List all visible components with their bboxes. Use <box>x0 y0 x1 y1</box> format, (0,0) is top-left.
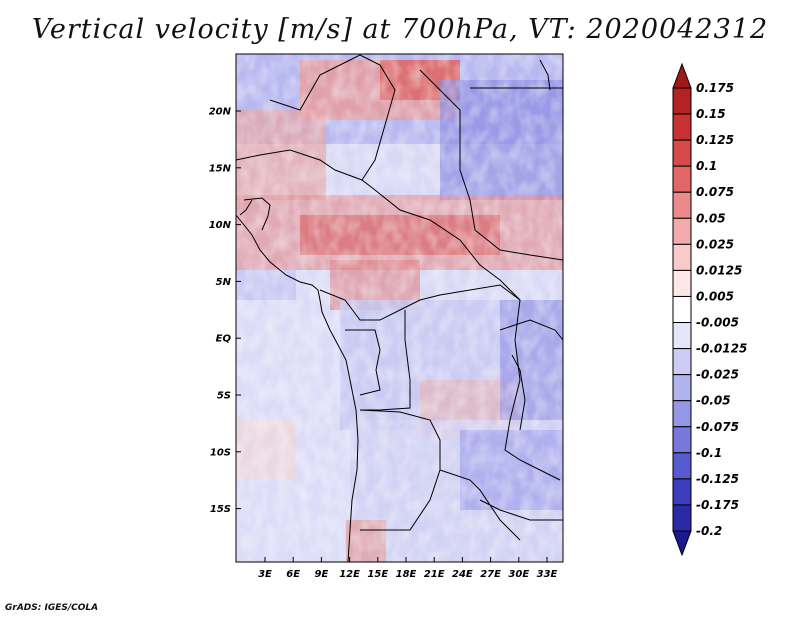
lon-label: 9E <box>315 569 329 580</box>
colorbar-swatch <box>672 322 692 350</box>
lon-label: 3E <box>258 569 272 580</box>
velocity-field <box>236 54 563 562</box>
map-frame <box>235 53 564 563</box>
latitude-axis: 20N 15N 10N 5N EQ 5S 10S 15S <box>209 107 241 515</box>
colorbar-label: -0.2 <box>696 524 722 538</box>
colorbar-label: -0.175 <box>696 498 739 512</box>
colorbar: 0.175 0.15 0.125 0.1 0.075 0.05 0.025 0.0125 0.0… <box>672 62 747 557</box>
colorbar-label: 0.025 <box>696 237 734 251</box>
colorbar-top-arrow <box>672 62 692 89</box>
colorbar-label: 0.075 <box>696 185 734 199</box>
lon-label: 6E <box>286 569 300 580</box>
lat-label: 5N <box>216 277 232 288</box>
colorbar-label: 0.1 <box>696 159 717 173</box>
colorbar-swatch <box>672 217 692 245</box>
colorbar-label: -0.025 <box>696 368 739 382</box>
longitude-axis: 3E 6E 9E 12E 15E 18E 21E 24E 27E 30E 33E <box>258 557 558 580</box>
footer-credit: GrADS: IGES/COLA <box>5 603 99 613</box>
colorbar-swatch <box>672 478 692 506</box>
lon-label: 33E <box>537 569 558 580</box>
colorbar-swatch <box>672 295 692 324</box>
colorbar-label: 0.125 <box>696 133 734 147</box>
lat-label: 15S <box>210 504 231 515</box>
colorbar-swatch <box>672 113 692 141</box>
colorbar-bottom-arrow <box>672 530 692 557</box>
lon-label: 12E <box>339 569 360 580</box>
colorbar-swatch <box>672 348 692 376</box>
chart-title: Vertical velocity [m/s] at 700hPa, VT: 2… <box>31 14 769 45</box>
lon-label: 24E <box>452 569 473 580</box>
colorbar-label: 0.0125 <box>696 263 742 277</box>
lat-label: 15N <box>209 163 232 174</box>
colorbar-label: 0.15 <box>696 107 726 121</box>
colorbar-swatch <box>672 452 692 480</box>
colorbar-label: -0.05 <box>696 394 731 408</box>
lon-label: 27E <box>480 569 501 580</box>
colorbar-swatch <box>672 139 692 167</box>
lon-label: 21E <box>424 569 445 580</box>
lon-label: 18E <box>396 569 417 580</box>
colorbar-swatch <box>672 426 692 454</box>
lat-label: 10S <box>210 447 231 458</box>
lat-label: 20N <box>209 107 232 118</box>
colorbar-swatch <box>672 165 692 193</box>
colorbar-label: -0.1 <box>696 446 722 460</box>
colorbar-swatch <box>672 87 692 115</box>
lon-label: 15E <box>367 569 388 580</box>
colorbar-label: 0.175 <box>696 81 734 95</box>
colorbar-label: -0.125 <box>696 472 739 486</box>
colorbar-label: -0.075 <box>696 420 739 434</box>
colorbar-swatch <box>672 400 692 428</box>
colorbar-swatch <box>672 374 692 402</box>
colorbar-label: 0.05 <box>696 211 726 225</box>
colorbar-swatch <box>672 269 692 297</box>
colorbar-label: -0.005 <box>696 316 739 330</box>
lat-label: 5S <box>217 391 231 402</box>
map-boundaries <box>235 54 564 563</box>
lat-label: EQ <box>216 334 232 345</box>
colorbar-swatch <box>672 504 692 532</box>
colorbar-label: -0.0125 <box>696 342 747 356</box>
lon-label: 30E <box>508 569 529 580</box>
colorbar-swatch <box>672 243 692 271</box>
lat-label: 10N <box>209 220 232 231</box>
colorbar-swatch <box>672 191 692 219</box>
colorbar-label: 0.005 <box>696 289 734 303</box>
